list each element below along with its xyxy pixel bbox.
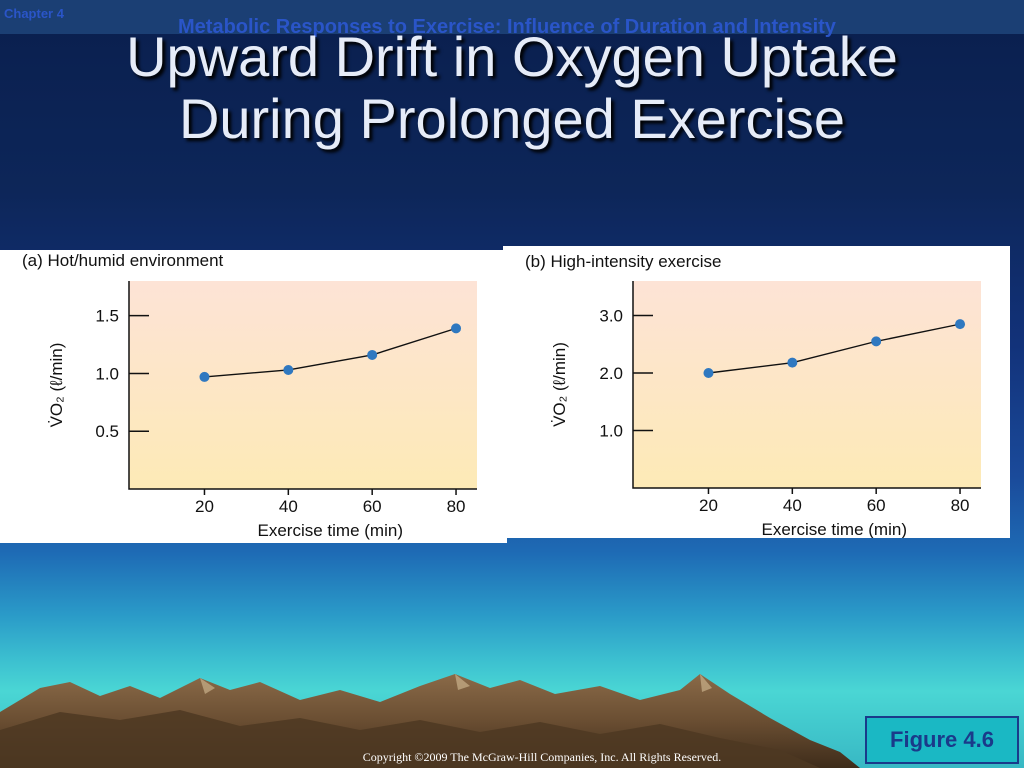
- x-tick-label: 80: [951, 496, 970, 515]
- chart-panel-a: (a) Hot/humid environment 0.5 1.0 1.5 20 40 60…: [0, 250, 507, 543]
- data-point: [703, 368, 714, 378]
- data-point: [367, 349, 378, 360]
- axes: [128, 281, 477, 490]
- y-tick-label: 2.0: [599, 364, 623, 383]
- mountain-landscape: [0, 674, 860, 768]
- x-tick-label: 60: [867, 496, 886, 515]
- data-point: [787, 357, 798, 368]
- chart-a: (a) Hot/humid environment 0.5 1.0 1.5 20 40 60…: [22, 251, 477, 540]
- chapter-label: Chapter 4: [4, 6, 64, 21]
- chart-title: (a) Hot/humid environment: [22, 251, 224, 270]
- slide-title: Upward Drift in Oxygen Uptake During Pro…: [0, 26, 1024, 150]
- chart-panel-b: (b) High-intensity exercise 1.0 2.0 3.0 20 40…: [503, 246, 1010, 538]
- chapter-subtitle: Metabolic Responses to Exercise: Influen…: [178, 16, 836, 38]
- x-tick-label: 40: [279, 497, 298, 516]
- chart-title: (b) High-intensity exercise: [525, 252, 722, 271]
- y-axis-label: V̇O₂ (ℓ/min): [550, 342, 569, 427]
- axes: [632, 281, 981, 489]
- plot-area: [633, 281, 981, 488]
- x-tick-label: 40: [783, 496, 802, 515]
- y-axis-label: V̇O₂ (ℓ/min): [47, 343, 66, 428]
- data-point: [451, 323, 462, 334]
- x-tick-label: 20: [699, 496, 718, 515]
- x-axis-label: Exercise time (min): [258, 521, 403, 540]
- x-tick-label: 20: [195, 497, 214, 516]
- series-line: [204, 327, 457, 378]
- chart-b: (b) High-intensity exercise 1.0 2.0 3.0 20 40…: [525, 252, 981, 538]
- y-tick-label: 1.0: [95, 364, 119, 383]
- figure-label: Figure 4.6: [865, 716, 1019, 764]
- x-axis-label: Exercise time (min): [762, 520, 907, 538]
- y-tick-label: 1.5: [95, 307, 119, 326]
- x-tick-label: 60: [363, 497, 382, 516]
- data-point: [955, 319, 966, 330]
- header-bar: Chapter 4: [0, 0, 1024, 34]
- slide-title-line-1: Upward Drift in Oxygen Uptake: [126, 25, 898, 88]
- data-point: [199, 371, 210, 382]
- data-point: [283, 364, 294, 375]
- x-tick-label: 80: [447, 497, 466, 516]
- data-point: [871, 336, 882, 347]
- y-tick-label: 3.0: [599, 307, 623, 326]
- slide-title-line-2: During Prolonged Exercise: [178, 87, 846, 150]
- copyright-notice: Copyright ©2009 The McGraw-Hill Companie…: [362, 750, 722, 764]
- y-tick-label: 1.0: [599, 422, 623, 441]
- plot-area: [129, 281, 477, 489]
- y-tick-label: 0.5: [95, 422, 119, 441]
- series-line: [708, 323, 961, 374]
